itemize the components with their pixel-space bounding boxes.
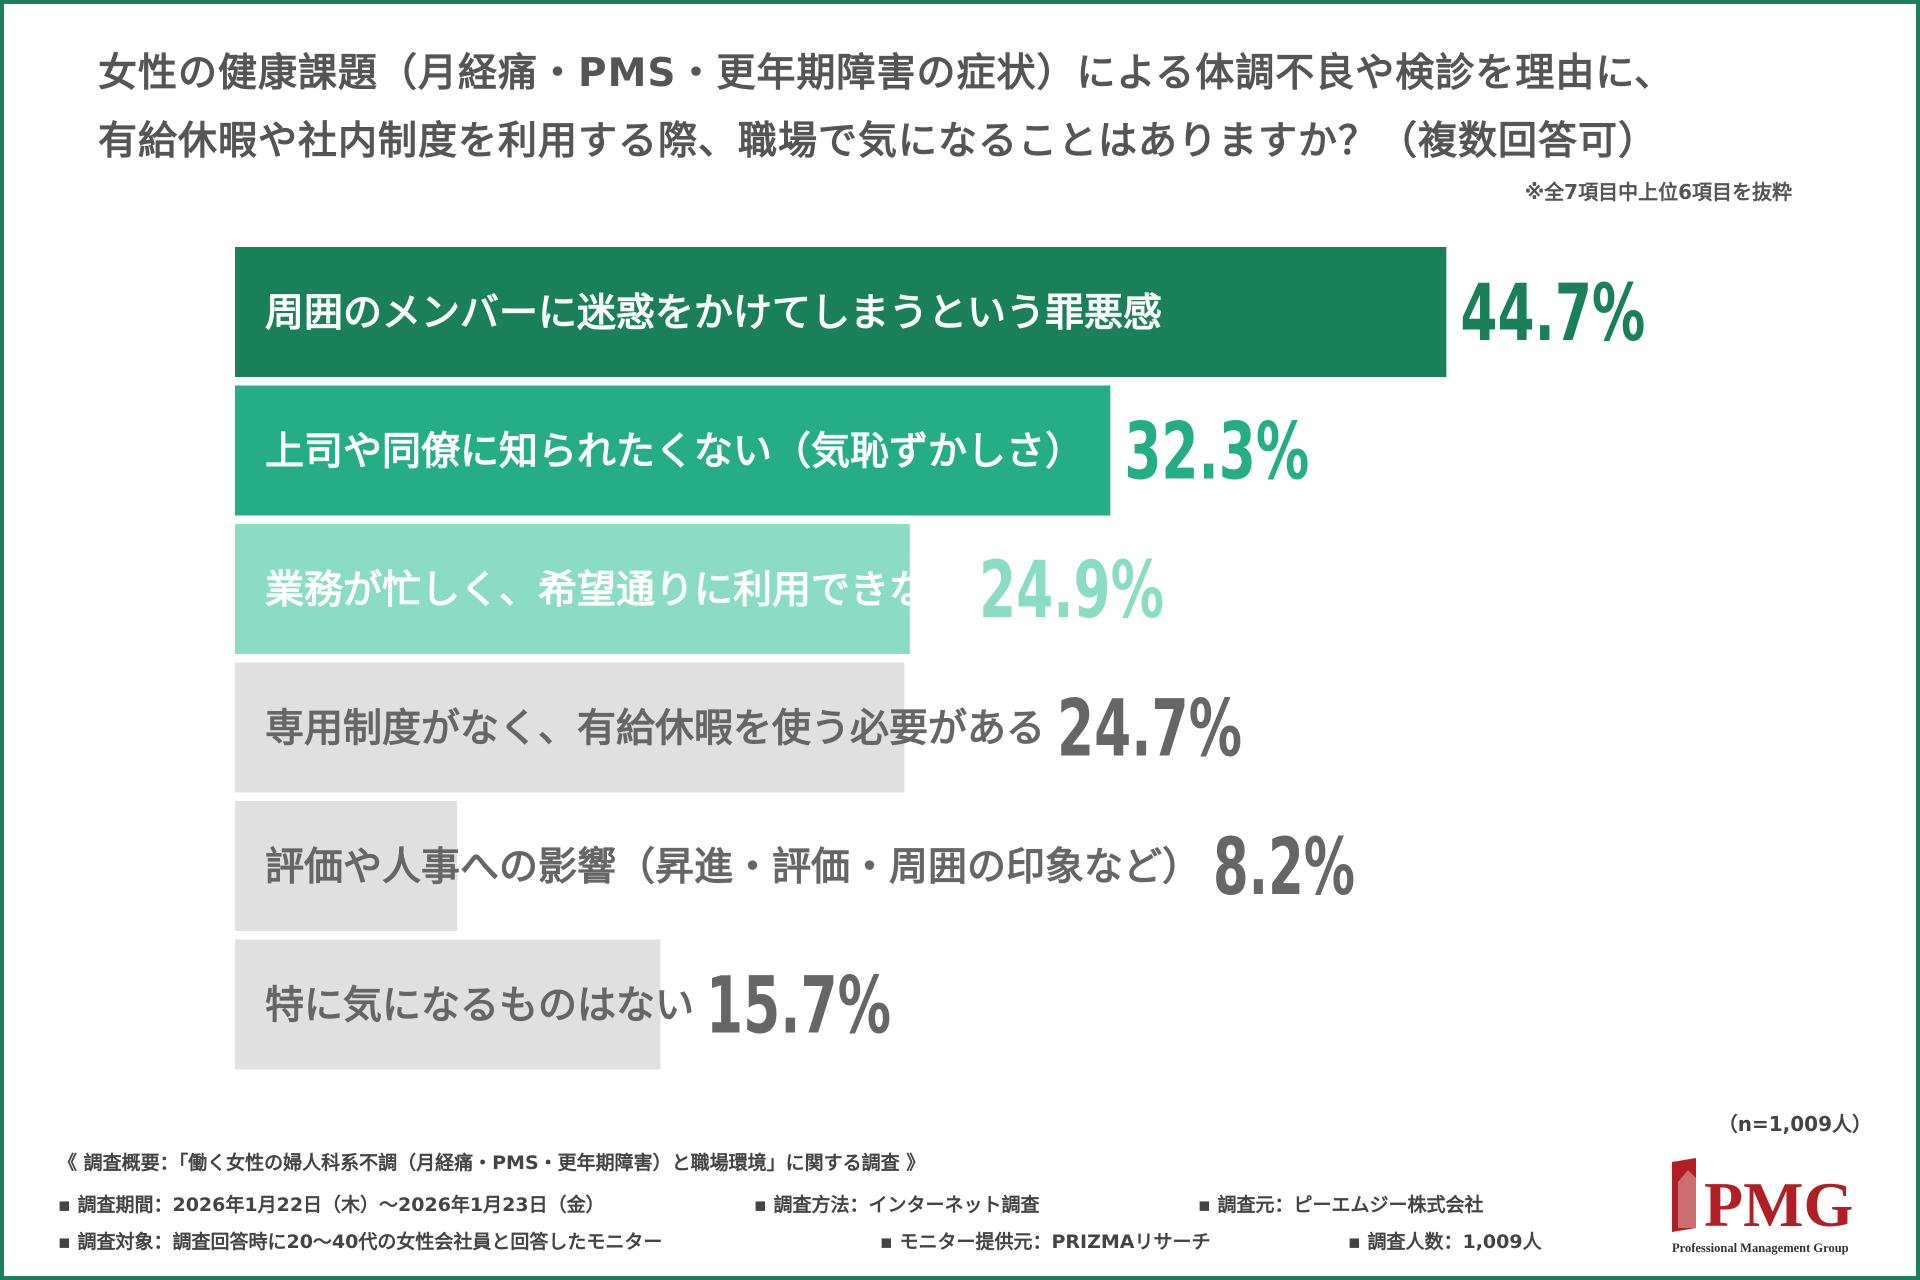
category-label-2: 上司や同僚に知られたくない（気恥ずかしさ） bbox=[265, 430, 1084, 475]
category-label-4: 専用制度がなく、有給休暇を使う必要がある bbox=[265, 707, 1045, 752]
value-label-3: 24.9% bbox=[979, 546, 1164, 636]
survey-conductor: ▪ 調査元：ピーエムジー株式会社 bbox=[1198, 1194, 1484, 1216]
logo-tagline: Professional Management Group bbox=[1672, 1241, 1849, 1255]
survey-overview: 《 調査概要：「働く女性の婦人科系不調（月経痛・PMS・更年期障害）と職場環境」… bbox=[58, 1152, 926, 1174]
category-label-1: 周囲のメンバーに迷惑をかけてしまうという罪悪感 bbox=[265, 291, 1162, 336]
value-label-6: 15.7% bbox=[706, 962, 891, 1052]
category-label-6: 特に気になるものはない bbox=[265, 984, 694, 1029]
category-label-5: 評価や人事への影響（昇進・評価・周囲の印象など） bbox=[265, 845, 1201, 890]
bar-4 bbox=[235, 662, 905, 793]
survey-provider: ▪ モニター提供元：PRIZMAリサーチ bbox=[880, 1231, 1211, 1253]
category-label-3: 業務が忙しく、希望通りに利用できない bbox=[265, 568, 967, 613]
logo-mark-back bbox=[1672, 1158, 1696, 1232]
survey-target: ▪ 調査対象：調査回答時に20〜40代の女性会社員と回答したモニター bbox=[58, 1231, 663, 1253]
title-line-1: 女性の健康課題（月経痛・PMS・更年期障害の症状）による体調不良や検診を理由に、 bbox=[98, 51, 1675, 96]
chart-title: 女性の健康課題（月経痛・PMS・更年期障害の症状）による体調不良や検診を理由に、… bbox=[98, 40, 1798, 176]
bar-2 bbox=[235, 385, 1111, 516]
bar-3 bbox=[235, 524, 910, 654]
sample-size: （n=1,009人） bbox=[1717, 1112, 1872, 1136]
pmg-logo: PMG Professional Management Group bbox=[1672, 1158, 1853, 1255]
selection-note: ※全7項目中上位6項目を抜粋 bbox=[1524, 180, 1792, 204]
survey-respondents: ▪ 調査人数：1,009人 bbox=[1348, 1231, 1542, 1253]
title-line-2: 有給休暇や社内制度を利用する際、職場で気になることはありますか？（複数回答可） bbox=[98, 119, 1659, 164]
survey-period: ▪ 調査期間：2026年1月22日（木）〜2026年1月23日（金） bbox=[58, 1194, 605, 1216]
value-label-2: 32.3% bbox=[1124, 408, 1309, 498]
value-label-4: 24.7% bbox=[1057, 685, 1242, 775]
logo-wordmark: PMG bbox=[1704, 1169, 1853, 1240]
bar-5 bbox=[235, 801, 458, 931]
value-label-1: 44.7% bbox=[1460, 269, 1645, 359]
survey-method: ▪ 調査方法：インターネット調査 bbox=[754, 1194, 1040, 1216]
bar-1 bbox=[235, 247, 1447, 377]
logo-mark-arrow bbox=[1678, 1170, 1698, 1228]
value-label-5: 8.2% bbox=[1213, 823, 1355, 913]
survey-row-1: ▪ 調査期間：2026年1月22日（木）〜2026年1月23日（金） ▪ 調査方法… bbox=[58, 1190, 1484, 1217]
survey-row-2: ▪ 調査対象：調査回答時に20〜40代の女性会社員と回答したモニター ▪ モニター… bbox=[58, 1227, 1542, 1254]
bar-6 bbox=[235, 939, 661, 1070]
bar-chart: 周囲のメンバーに迷惑をかけてしまうという罪悪感 44.7% 上司や同僚に知られたくな… bbox=[235, 247, 1645, 1070]
